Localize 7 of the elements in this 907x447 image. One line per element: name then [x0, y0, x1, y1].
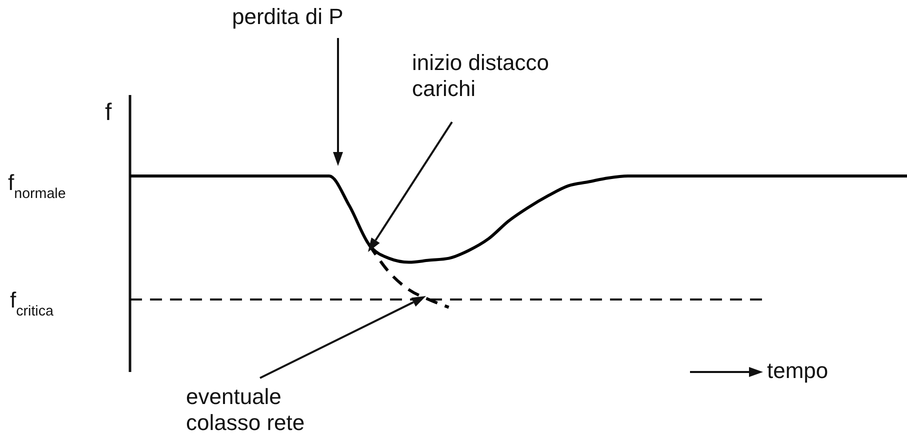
ref-line-label: f$_{critica}$ — [10, 287, 54, 320]
annotation: tempo — [767, 358, 828, 383]
text: eventuale colasso rete — [186, 384, 305, 435]
text: inizio distacco carichi — [412, 50, 549, 101]
text: f$_{normale}$ — [8, 170, 66, 202]
text: perdita di P — [232, 4, 344, 29]
y-axis-title: f — [105, 99, 112, 126]
